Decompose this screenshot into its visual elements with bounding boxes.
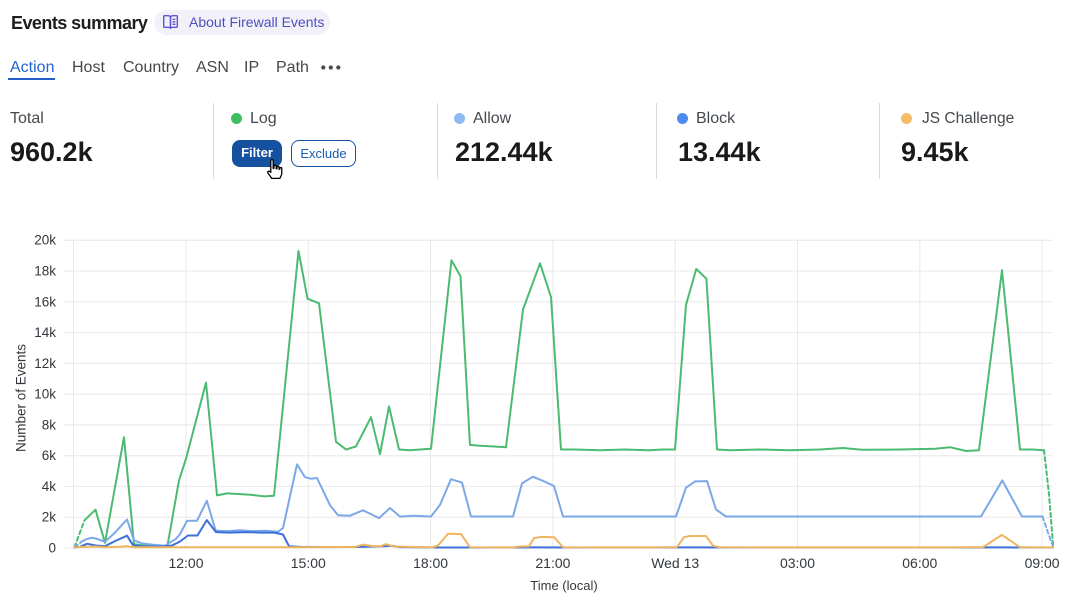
svg-text:03:00: 03:00 <box>780 555 815 571</box>
svg-text:6k: 6k <box>42 448 57 463</box>
svg-text:10k: 10k <box>34 387 56 402</box>
svg-text:15:00: 15:00 <box>291 555 326 571</box>
svg-text:Wed 13: Wed 13 <box>651 555 699 571</box>
svg-text:4k: 4k <box>42 479 57 494</box>
svg-text:12:00: 12:00 <box>168 555 203 571</box>
svg-text:21:00: 21:00 <box>535 555 570 571</box>
svg-text:16k: 16k <box>34 294 56 309</box>
svg-text:Time (local): Time (local) <box>530 578 597 593</box>
svg-text:8k: 8k <box>42 417 57 432</box>
svg-text:2k: 2k <box>42 510 57 525</box>
svg-text:14k: 14k <box>34 325 56 340</box>
svg-text:06:00: 06:00 <box>902 555 937 571</box>
svg-text:20k: 20k <box>34 233 56 248</box>
svg-text:09:00: 09:00 <box>1025 555 1060 571</box>
svg-text:18k: 18k <box>34 264 56 279</box>
svg-text:18:00: 18:00 <box>413 555 448 571</box>
svg-text:12k: 12k <box>34 356 56 371</box>
svg-text:Number of Events: Number of Events <box>14 344 29 452</box>
svg-text:0: 0 <box>48 541 56 556</box>
